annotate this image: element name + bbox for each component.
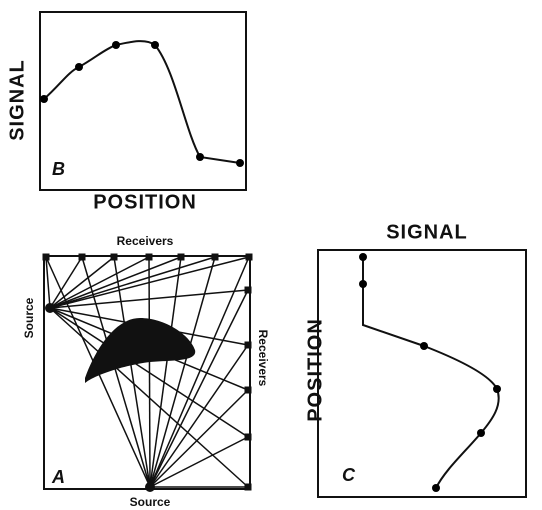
receiver	[246, 254, 253, 261]
receiver	[245, 387, 252, 394]
receiver	[245, 484, 252, 491]
source	[45, 303, 55, 313]
panel-label: B	[52, 159, 65, 179]
y-axis-label: POSITION	[304, 318, 326, 422]
receiver	[212, 254, 219, 261]
receiver	[245, 287, 252, 294]
panel-label: C	[342, 465, 356, 485]
figure: SIGNAL B POSITION Receivers Source Recei…	[0, 0, 542, 510]
anomaly	[85, 318, 195, 383]
panel-b-frame	[40, 12, 246, 190]
point	[477, 429, 485, 437]
point	[196, 153, 204, 161]
receiver	[245, 434, 252, 441]
ray	[150, 437, 248, 487]
panel-label: A	[51, 467, 65, 487]
point	[432, 484, 440, 492]
left-label: Source	[22, 297, 36, 338]
rays	[46, 257, 249, 487]
panel-c-frame	[318, 250, 526, 497]
ray	[150, 290, 248, 487]
point	[40, 95, 48, 103]
receiver	[245, 342, 252, 349]
receiver	[146, 254, 153, 261]
bottom-label: Source	[130, 495, 171, 509]
right-label: Receivers	[256, 330, 270, 387]
panel-a-frame	[44, 256, 250, 489]
point	[493, 385, 501, 393]
point	[236, 159, 244, 167]
receiver	[111, 254, 118, 261]
ray	[149, 257, 150, 487]
ray	[150, 345, 248, 487]
x-axis-label: POSITION	[93, 191, 197, 213]
panel-b-points	[40, 41, 244, 167]
point	[359, 253, 367, 261]
point	[420, 342, 428, 350]
receiver	[178, 254, 185, 261]
receiver	[43, 254, 50, 261]
source	[145, 482, 155, 492]
point	[75, 63, 83, 71]
point	[112, 41, 120, 49]
receiver	[79, 254, 86, 261]
panel-b-curve	[44, 41, 240, 163]
y-axis-label: SIGNAL	[6, 59, 28, 141]
title: SIGNAL	[386, 221, 468, 243]
top-label: Receivers	[117, 234, 174, 248]
point	[151, 41, 159, 49]
ray	[114, 257, 150, 487]
panel-c-curve	[363, 257, 499, 488]
point	[359, 280, 367, 288]
